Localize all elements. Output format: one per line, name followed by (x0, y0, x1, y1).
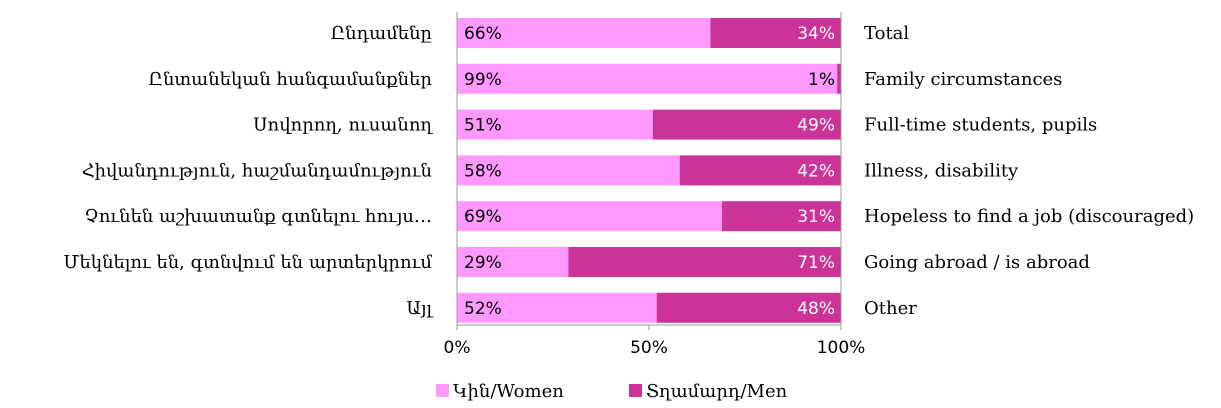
data-label-men-2: 49% (797, 116, 835, 136)
bar-men-6 (656, 292, 841, 323)
data-label-men-1: 1% (808, 70, 835, 90)
category-label-left-2: Սովորող, ուսանող (253, 115, 433, 136)
category-label-right-5: Going abroad / is abroad (864, 252, 1090, 273)
bar-men-2 (652, 109, 841, 140)
data-label-men-6: 48% (797, 299, 835, 319)
bar-women-3 (457, 155, 680, 186)
data-label-men-3: 42% (797, 161, 835, 181)
bars-group: 66% 34% 99% 1% 51% 49% 58% 42% 69% 31% 29% 71% 52% 48… (457, 18, 841, 323)
category-label-left-6: Այլ (406, 298, 434, 319)
data-label-women-3: 58% (464, 161, 502, 181)
left-category-labels: Ընդամենը Ընտանեկան հանգամանքներ Սովորող, ո… (63, 23, 434, 319)
bar-women-1 (457, 63, 838, 94)
legend-swatch-women (436, 384, 449, 397)
bar-men-1 (837, 63, 841, 94)
bar-men-5 (568, 247, 841, 277)
data-label-women-4: 69% (464, 207, 502, 227)
category-label-left-3: Հիվանդություն, հաշմանդամություն (82, 160, 432, 181)
x-tick-label-0: 0% (444, 338, 471, 358)
data-label-women-6: 52% (464, 299, 502, 319)
bar-women-5 (457, 247, 569, 277)
category-label-right-6: Other (864, 298, 917, 319)
category-label-right-1: Family circumstances (864, 69, 1062, 90)
bar-men-3 (679, 155, 841, 186)
category-label-left-4: Չունեն աշխատանք գտնելու հույս… (84, 206, 432, 227)
category-label-right-2: Full-time students, pupils (864, 115, 1097, 136)
right-category-labels: Total Family circumstances Full-time stude… (864, 23, 1194, 319)
data-label-women-5: 29% (464, 253, 502, 273)
data-label-men-4: 31% (797, 207, 835, 227)
category-label-left-0: Ընդամենը (331, 23, 432, 44)
data-label-men-0: 34% (797, 24, 835, 44)
bar-women-6 (457, 292, 657, 323)
x-axis: 0% 50% 100% (444, 12, 866, 358)
category-label-right-4: Hopeless to find a job (discouraged) (864, 206, 1194, 227)
x-tick-label-2: 100% (817, 338, 866, 358)
bar-men-0 (710, 18, 841, 48)
legend-label-men: Տղամարդ/Men (646, 381, 788, 402)
x-tick-label-1: 50% (630, 338, 668, 358)
legend-swatch-men (629, 384, 642, 397)
data-label-women-1: 99% (464, 70, 502, 90)
bar-women-0 (457, 18, 711, 48)
category-label-right-3: Illness, disability (864, 160, 1019, 181)
category-label-left-5: Մեկնելու են, գտնվում են արտերկրում (63, 252, 432, 273)
bar-women-4 (457, 201, 722, 232)
category-label-right-0: Total (864, 23, 909, 44)
legend: Կին/Women Տղամարդ/Men (436, 381, 788, 402)
bar-women-2 (457, 109, 653, 140)
data-label-women-2: 51% (464, 116, 502, 136)
category-label-left-1: Ընտանեկան հանգամանքներ (148, 69, 432, 90)
legend-label-women: Կին/Women (453, 381, 564, 402)
data-label-women-0: 66% (464, 24, 502, 44)
bar-men-4 (721, 201, 841, 232)
data-label-men-5: 71% (797, 253, 835, 273)
